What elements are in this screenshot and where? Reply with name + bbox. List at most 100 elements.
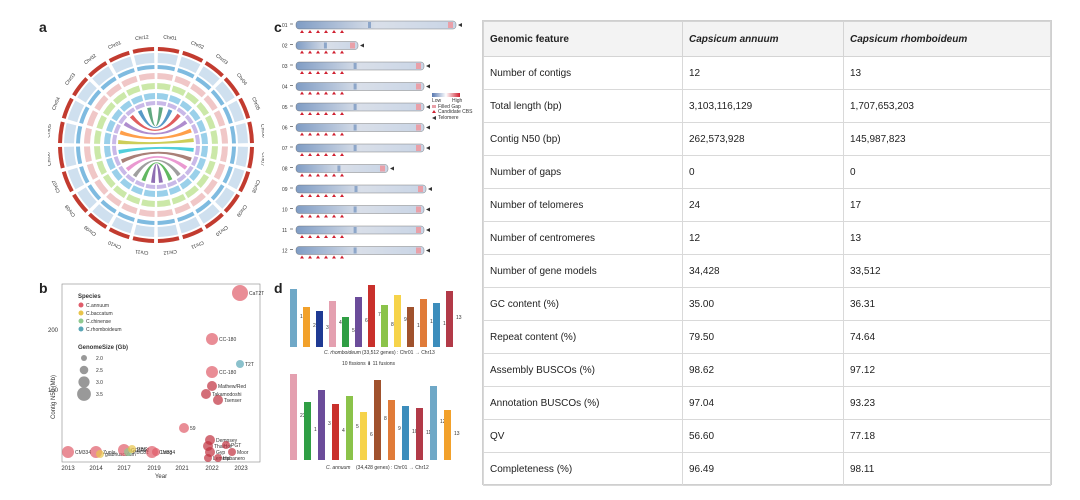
centromere: [353, 104, 357, 110]
chromosome-label: Chr10: [214, 224, 229, 237]
chromosome-number: 04: [282, 85, 288, 91]
rhomboideum-value-cell: 17: [843, 188, 1051, 222]
centromere: [353, 206, 357, 213]
circos-track-segment: [106, 119, 116, 133]
circos-track-segment: [118, 114, 128, 125]
circos-track-segment: [79, 166, 90, 184]
circos-track-segment: [132, 236, 155, 243]
circos-track-segment: [178, 216, 201, 234]
cbs-marker: [340, 214, 344, 218]
synteny-ribbon: [151, 163, 163, 183]
circos-track-segment: [210, 89, 225, 106]
circos-track-segment: [156, 183, 167, 189]
annuum-value-cell: 0: [682, 155, 844, 189]
cbs-marker: [316, 91, 320, 95]
telomere-marker: [426, 84, 430, 89]
circos-track-segment: [220, 146, 228, 163]
chromosome-label: Chr04: [51, 96, 62, 111]
scatter-point-label: CM334: [159, 450, 175, 456]
rhomboideum-value-cell: 98.11: [843, 452, 1051, 486]
circos-track-segment: [112, 145, 118, 156]
circos-track-segment: [182, 50, 204, 63]
circos-track-segment: [84, 146, 92, 163]
rhomboideum-value-cell: 0: [843, 155, 1051, 189]
cbs-marker: [340, 91, 344, 95]
legend-telomere: Telomere: [438, 115, 459, 121]
karyotype-bar-top: [407, 307, 414, 347]
circos-track-segment: [72, 77, 89, 97]
size-legend-title: GenomeSize (Gb): [78, 345, 128, 351]
telomere-marker: [428, 187, 432, 191]
synteny-ribbon: [125, 156, 188, 172]
cbs-marker: [340, 255, 344, 259]
cbs-marker: [308, 235, 312, 238]
circos-track-segment: [238, 97, 251, 119]
centromere: [353, 247, 357, 254]
circos-track-segment: [247, 146, 254, 169]
circos-track-segment: [145, 101, 156, 107]
circos-track-segment: [108, 50, 130, 63]
circos-track-segment: [79, 106, 90, 124]
karyotype-number-top: 9: [404, 317, 407, 323]
fission-fusion-note: 10 fissions ⬇ 11 fusions: [342, 361, 396, 367]
cbs-marker: [316, 235, 320, 238]
cbs-marker: [332, 91, 336, 95]
circos-track-segment: [121, 202, 138, 215]
panel-label-b: b: [39, 280, 48, 296]
cbs-marker: [324, 91, 328, 95]
cbs-marker: [324, 214, 328, 218]
size-legend-label: 2.0: [96, 356, 103, 362]
chromosome-bar: [295, 246, 425, 255]
annuum-value-cell: 56.60: [682, 419, 844, 453]
circos-track-segment: [156, 189, 169, 197]
chromosome-label: Chr05: [250, 96, 261, 111]
circos-track-segment: [213, 163, 226, 180]
ideogram-legend: Low High Filled Gap Candidate CBS Telome…: [432, 93, 473, 121]
annuum-value-cell: 24: [682, 188, 844, 222]
table-row: GC content (%) 35.00 36.31: [483, 287, 1051, 321]
karyotype-number-top: 2: [313, 323, 316, 329]
x-tick-label: 2023: [234, 466, 248, 472]
chromosome-label: Chr12: [163, 248, 178, 256]
karyotype-number-top: 5: [352, 328, 355, 334]
chromosome-number: 03: [282, 64, 288, 70]
genome-stats-table: Genomic feature Capsicum annuum Capsicum…: [482, 20, 1052, 486]
cbs-marker: [324, 194, 328, 197]
scatter-point-label: PBC81: [133, 450, 149, 456]
circos-track-segment: [194, 134, 200, 145]
synteny-ribbon: [119, 128, 192, 140]
circos-track-segment: [77, 187, 97, 209]
karyotype-number-top: 8: [391, 322, 394, 328]
scatter-point-label: CC-180: [219, 370, 236, 376]
circos-track-segment: [227, 100, 245, 123]
karyotype-number-top: 6: [365, 318, 368, 324]
chromosome-bar: [295, 143, 425, 153]
circos-track-segment: [117, 68, 135, 79]
circos-track-segment: [196, 119, 206, 133]
feature-cell: Number of centromeres: [483, 221, 683, 255]
circos-track-segment: [119, 178, 133, 190]
scatter-point-label: Takamodoshi: [212, 392, 241, 398]
cbs-marker: [300, 132, 304, 136]
species-legend-swatch: [78, 302, 84, 308]
cbs-marker: [332, 50, 336, 54]
y-tick-200: 200: [48, 328, 59, 334]
cbs-marker: [340, 153, 344, 156]
species-legend-label: C.annuum: [86, 303, 109, 309]
caption-bottom-species: C. annuum: [326, 465, 350, 471]
telomere-marker: [426, 146, 430, 150]
scatter-point: [214, 454, 222, 462]
circos-track-segment: [145, 183, 156, 189]
cbs-marker: [332, 235, 336, 238]
chromosome-ideogram: 01 02 03 04 05 06 07 08 09 10 11 12 Low High Filled…: [282, 20, 473, 259]
circos-track-segment: [157, 73, 174, 81]
cbs-marker: [332, 194, 336, 197]
chromosome-label: Chr08: [64, 203, 77, 218]
species-legend-title: Species: [78, 294, 101, 300]
rhomboideum-value-cell: 13: [843, 56, 1051, 90]
chromosome-bar: [295, 20, 457, 30]
circos-track-segment: [157, 65, 176, 72]
annuum-value-cell: 3,103,116,129: [682, 89, 844, 123]
header-feature: Genomic feature: [483, 21, 683, 57]
chromosome-number: 12: [282, 249, 288, 255]
